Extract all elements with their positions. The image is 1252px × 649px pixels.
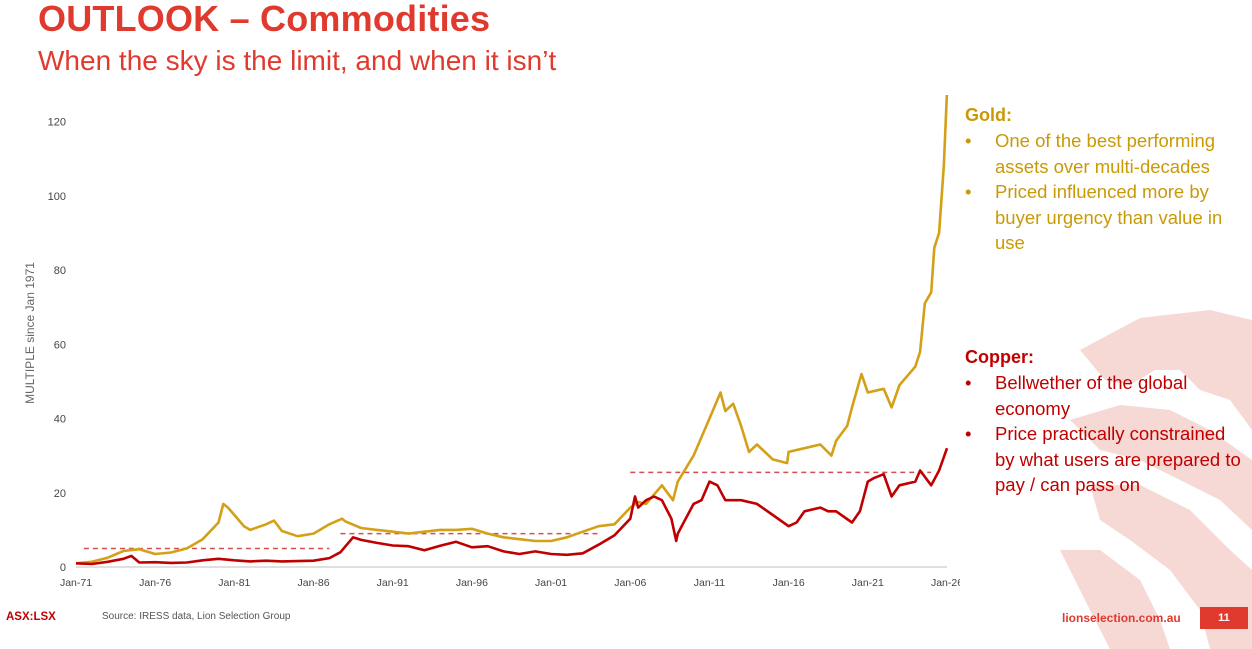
gold-series-line — [75, 95, 949, 565]
x-tick-label: Jan-06 — [614, 577, 646, 589]
gold-bullet: • One of the best performing assets over … — [965, 130, 1216, 177]
x-tick-label: Jan-16 — [773, 577, 805, 589]
slide-subtitle: When the sky is the limit, and when it i… — [38, 45, 557, 76]
copper-heading: Copper: — [965, 347, 1034, 367]
x-tick-label: Jan-26 — [931, 577, 960, 589]
y-tick-label: 40 — [54, 414, 66, 426]
copper-commentary: Copper: • Bellwether of the global econom… — [965, 346, 1245, 498]
y-tick-label: 100 — [48, 191, 66, 203]
bullet-icon: • — [965, 130, 972, 151]
y-tick-label: 60 — [54, 339, 66, 351]
bullet-icon: • — [965, 181, 972, 202]
x-tick-label: Jan-21 — [852, 577, 884, 589]
lion-logo-watermark-icon — [1060, 310, 1252, 649]
website-link[interactable]: lionselection.com.au — [1062, 611, 1181, 625]
copper-series-line — [75, 447, 949, 566]
x-tick-label: Jan-96 — [456, 577, 488, 589]
bullet-icon: • — [965, 372, 972, 393]
slide-title: OUTLOOK – Commodities — [38, 0, 491, 39]
bullet-icon: • — [965, 423, 972, 444]
x-tick-label: Jan-81 — [218, 577, 250, 589]
source-note: Source: IRESS data, Lion Selection Group — [102, 611, 291, 622]
y-tick-label: 20 — [54, 488, 66, 500]
page-number: 11 — [1200, 607, 1248, 629]
copper-bullet: • Bellwether of the global economy — [965, 372, 1188, 419]
x-tick-label: Jan-71 — [60, 577, 92, 589]
y-tick-label: 120 — [48, 117, 66, 129]
y-tick-label: 80 — [54, 265, 66, 277]
asx-ticker: ASX:LSX — [6, 611, 56, 623]
x-tick-label: Jan-11 — [694, 577, 725, 589]
gold-bullet: • Priced influenced more by buyer urgency… — [965, 181, 1223, 253]
y-tick-label: 0 — [60, 562, 66, 574]
gold-commentary: Gold: • One of the best performing assets… — [965, 104, 1245, 256]
x-tick-label: Jan-01 — [535, 577, 567, 589]
gold-heading: Gold: — [965, 105, 1012, 125]
x-tick-label: Jan-91 — [377, 577, 409, 589]
x-tick-label: Jan-86 — [297, 577, 329, 589]
commodity-multiple-chart: 0 20 40 60 80 100 120 Jan-71 Jan-76 Jan-81 Jan-86 J… — [23, 95, 960, 589]
x-tick-label: Jan-76 — [139, 577, 171, 589]
y-axis-label: MULTIPLE since Jan 1971 — [23, 262, 37, 404]
copper-bullet: • Price practically constrained by what u… — [965, 423, 1241, 495]
